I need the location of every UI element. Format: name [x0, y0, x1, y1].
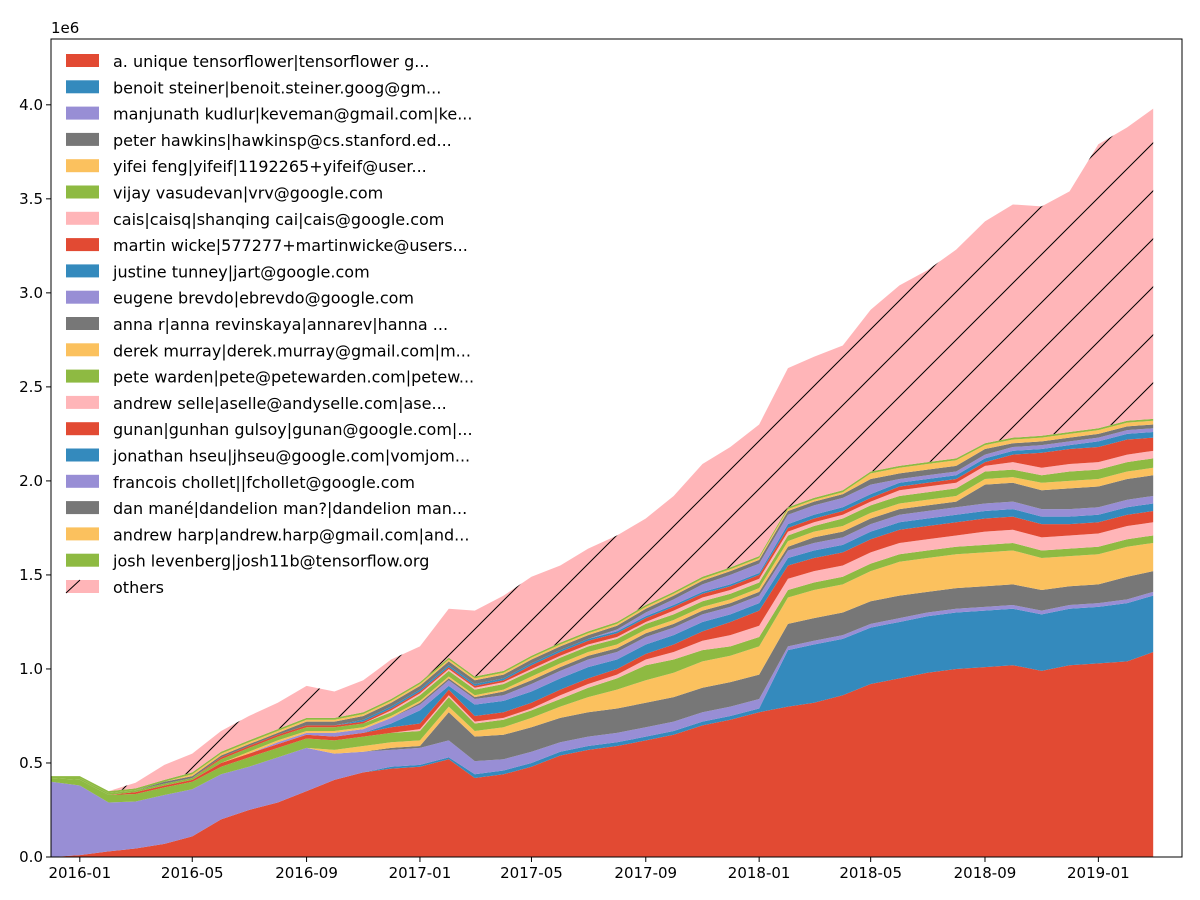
x-tick-label: 2017-09 [614, 864, 677, 882]
legend-swatch [66, 185, 99, 199]
x-axis: 2016-01 2016-05 2016-09 2017-01 2017-05 2017-… [48, 857, 1130, 882]
legend-swatch [66, 80, 99, 94]
legend-label: justine tunney|jart@google.com [112, 262, 370, 281]
legend-swatch [66, 527, 99, 541]
area-series-4 [51, 571, 1154, 803]
area-hatch-21 [51, 108, 1154, 792]
legend-label: jonathan hseu|jhseu@google.com|vomjom... [112, 447, 470, 466]
legend-swatch [66, 448, 99, 462]
y-axis: 0.0 0.5 1.0 1.5 2.0 2.5 3.0 3.5 4.0 [19, 96, 51, 866]
y-tick-label: 2.5 [19, 378, 43, 396]
x-tick-label: 2018-05 [839, 864, 902, 882]
legend-label: benoit steiner|benoit.steiner.goog@gm... [113, 78, 441, 97]
legend-label: gunan|gunhan gulsoy|gunan@google.com|... [113, 420, 473, 439]
x-tick-label: 2019-01 [1067, 864, 1130, 882]
legend-swatch [66, 264, 99, 278]
legend-swatch [66, 106, 99, 120]
x-tick-label: 2018-01 [728, 864, 791, 882]
area-series-3 [51, 591, 1154, 857]
legend-label: derek murray|derek.murray@gmail.com|m... [113, 341, 471, 360]
legend-label: anna r|anna revinskaya|annarev|hanna ... [113, 315, 448, 334]
x-tick-label: 2018-09 [954, 864, 1017, 882]
legend-swatch [66, 474, 99, 488]
legend-label: yifei feng|yifeif|1192265+yifeif@user... [113, 157, 427, 176]
legend-label: cais|caisq|shanqing cai|cais@google.com [113, 210, 444, 229]
area-series-2 [51, 595, 1154, 857]
y-tick-label: 4.0 [19, 96, 43, 114]
x-tick-label: 2017-05 [500, 864, 563, 882]
legend-swatch [66, 553, 99, 567]
legend-label: peter hawkins|hawkinsp@cs.stanford.ed... [113, 131, 452, 150]
legend-swatch [66, 501, 99, 515]
legend-label: vijay vasudevan|vrv@google.com [113, 184, 383, 203]
legend-label: francois chollet||fchollet@google.com [113, 473, 415, 492]
area-series-11 [51, 475, 1154, 795]
x-tick-label: 2017-01 [389, 864, 452, 882]
legend-swatch [66, 132, 99, 146]
y-offset-text: 1e6 [51, 19, 79, 37]
legend-label: dan mané|dandelion man?|dandelion man... [113, 499, 467, 518]
area-series-5 [51, 542, 1154, 803]
legend-swatch [66, 317, 99, 330]
legend-swatch [66, 422, 99, 436]
legend-label: others [113, 578, 164, 597]
legend-swatch [66, 580, 99, 593]
legend: a. unique tensorflower|tensorflower g...… [65, 52, 474, 597]
legend-swatch [66, 395, 99, 409]
y-tick-label: 0.5 [19, 754, 43, 772]
x-tick-label: 2016-05 [161, 864, 224, 882]
legend-label: martin wicke|577277+martinwicke@users... [113, 236, 468, 255]
legend-swatch [66, 369, 99, 383]
legend-label: manjunath kudlur|keveman@gmail.com|ke... [113, 105, 472, 124]
y-tick-label: 3.5 [19, 190, 43, 208]
legend-swatch [66, 54, 99, 67]
y-tick-label: 1.5 [19, 566, 43, 584]
y-tick-label: 0.0 [19, 848, 43, 866]
y-tick-label: 1.0 [19, 660, 43, 678]
legend-swatch [66, 343, 99, 357]
legend-label: andrew selle|aselle@andyselle.com|ase... [113, 394, 447, 413]
legend-label: eugene brevdo|ebrevdo@google.com [113, 289, 414, 308]
x-tick-label: 2016-09 [275, 864, 338, 882]
legend-swatch [66, 159, 99, 173]
legend-swatch [66, 238, 99, 252]
area-series-1 [51, 652, 1154, 857]
legend-label: josh levenberg|josh11b@tensorflow.org [112, 552, 429, 571]
legend-label: andrew harp|andrew.harp@gmail.com|and... [113, 525, 469, 544]
area-layers [51, 108, 1154, 857]
legend-swatch [66, 290, 99, 304]
area-series-7 [51, 522, 1154, 795]
y-tick-label: 2.0 [19, 472, 43, 490]
plot-frame [50, 38, 1183, 858]
legend-swatch [66, 211, 99, 225]
legend-label: pete warden|pete@petewarden.com|petew... [113, 368, 474, 387]
x-tick-label: 2016-01 [48, 864, 111, 882]
legend-label: a. unique tensorflower|tensorflower g... [113, 52, 430, 71]
y-tick-label: 3.0 [19, 284, 43, 302]
legend-hatch-mark [65, 579, 81, 594]
